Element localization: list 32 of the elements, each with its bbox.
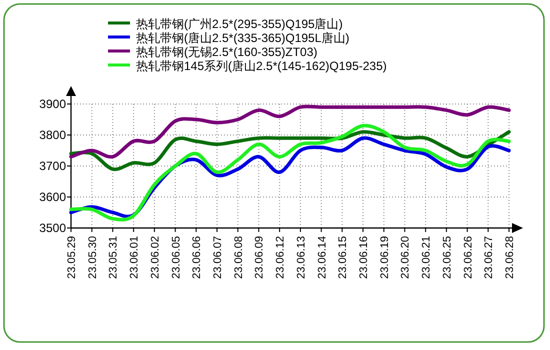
x-tick-label: 23.06.19 xyxy=(378,236,391,279)
line-series xyxy=(69,124,511,222)
x-tick-label: 23.06.26 xyxy=(462,236,474,279)
x-tick-label: 23.06.13 xyxy=(295,236,308,279)
x-tick-label: 23.06.09 xyxy=(254,236,266,279)
legend-label: 热轧带钢145系列(唐山2.5*(145-162)Q195-235) xyxy=(136,59,387,73)
legend-label: 热轧带钢(唐山2.5*(335-365)Q195L唐山) xyxy=(136,31,350,45)
y-tick-label: 3500 xyxy=(39,221,66,235)
y-tick-label: 3800 xyxy=(39,128,66,142)
x-tick-label: 23.05.29 xyxy=(66,236,78,279)
x-tick-label: 23.06.27 xyxy=(483,236,496,279)
x-tick-label: 23.05.30 xyxy=(86,236,99,279)
x-tick-label: 23.06.20 xyxy=(400,236,412,279)
x-tick-label: 23.05.31 xyxy=(108,236,120,279)
legend-label: 热轧带钢(广州2.5*(295-355)Q195唐山) xyxy=(136,17,343,31)
x-tick-label: 23.06.06 xyxy=(191,236,204,279)
x-tick-label: 23.06.25 xyxy=(441,236,454,279)
y-tick-label: 3600 xyxy=(39,190,66,204)
x-tick-label: 23.06.01 xyxy=(128,236,141,279)
x-tick-label: 23.06.08 xyxy=(232,236,245,279)
x-tick-label: 23.06.07 xyxy=(212,236,224,279)
x-tick-label: 23.06.28 xyxy=(504,236,516,279)
x-tick-label: 23.06.05 xyxy=(170,236,182,279)
y-tick-label: 3900 xyxy=(39,97,66,111)
x-tick-label: 23.06.15 xyxy=(337,236,350,279)
x-tick-label: 23.06.02 xyxy=(149,236,162,279)
y-tick-label: 3700 xyxy=(39,159,66,173)
x-tick-label: 23.06.12 xyxy=(274,236,287,279)
x-tick-label: 23.06.14 xyxy=(316,236,328,279)
x-tick-label: 23.06.21 xyxy=(420,236,433,279)
x-tick-label: 23.06.16 xyxy=(358,236,370,279)
legend-label: 热轧带钢(无锡2.5*(160-355)ZT03) xyxy=(136,45,318,59)
